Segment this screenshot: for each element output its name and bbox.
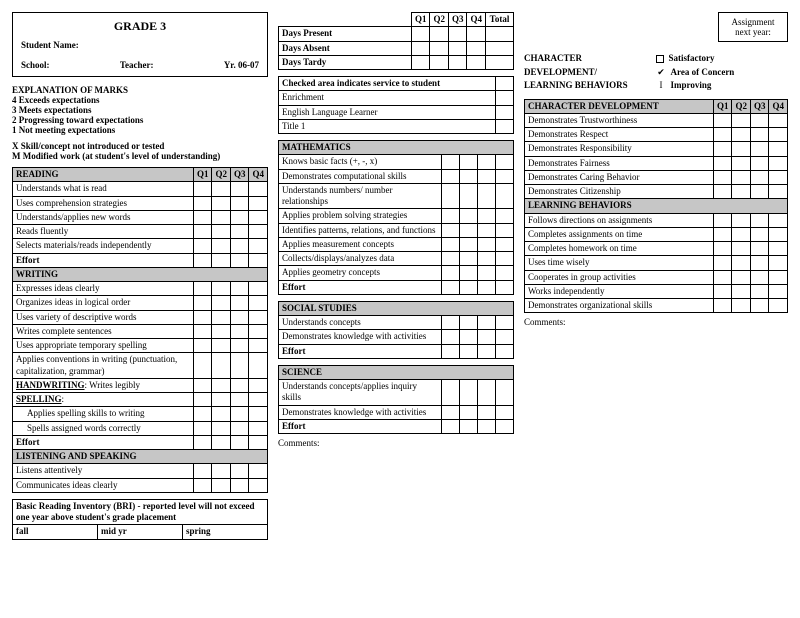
- services-table: Checked area indicates service to studen…: [278, 76, 514, 134]
- bri-table: Basic Reading Inventory (BRI) - reported…: [12, 499, 268, 540]
- math-table: MATHEMATICS Knows basic facts (+, -, x) …: [278, 140, 514, 295]
- handwriting-header: HANDWRITING: Writes legibly: [13, 378, 194, 392]
- science-header: SCIENCE: [279, 365, 514, 379]
- student-info-box: GRADE 3 Student Name: School: Teacher: Y…: [12, 12, 268, 77]
- year-label: Yr. 06-07: [224, 60, 259, 70]
- reading-header: READING: [13, 168, 194, 182]
- services-header: Checked area indicates service to studen…: [279, 77, 496, 91]
- character-heading: CHARACTER DEVELOPMENT/ LEARNING BEHAVIOR…: [524, 52, 644, 93]
- teacher-label: Teacher:: [120, 60, 154, 70]
- checkbox-icon: [656, 55, 664, 63]
- spelling-header: SPELLING:: [13, 393, 194, 407]
- col2-comments: Comments:: [278, 438, 514, 448]
- marks-explanation: EXPLANATION OF MARKS 4 Exceeds expectati…: [12, 85, 268, 161]
- math-header: MATHEMATICS: [279, 141, 514, 155]
- assignment-box: Assignment next year:: [718, 12, 788, 42]
- marks-title: EXPLANATION OF MARKS: [12, 85, 268, 95]
- student-name-label: Student Name:: [21, 40, 259, 50]
- science-table: SCIENCE Understands concepts/applies inq…: [278, 365, 514, 434]
- character-table: CHARACTER DEVELOPMENT Q1 Q2 Q3 Q4 Demons…: [524, 99, 788, 314]
- bri-title: Basic Reading Inventory (BRI) - reported…: [13, 499, 268, 525]
- col3-comments: Comments:: [524, 317, 788, 327]
- check-icon: ✔: [656, 66, 666, 80]
- ela-table: READING Q1 Q2 Q3 Q4 Understands what is …: [12, 167, 268, 493]
- grade-title: GRADE 3: [21, 19, 259, 34]
- school-label: School:: [21, 60, 50, 70]
- attendance-table: Q1 Q2 Q3 Q4 Total Days Present Days Abse…: [278, 12, 514, 70]
- i-icon: I: [656, 79, 666, 93]
- legend: Satisfactory ✔ Area of Concern I Improvi…: [656, 52, 734, 93]
- writing-header: WRITING: [13, 267, 268, 281]
- social-header: SOCIAL STUDIES: [279, 301, 514, 315]
- listening-header: LISTENING AND SPEAKING: [13, 450, 268, 464]
- chardev-header: CHARACTER DEVELOPMENT: [525, 99, 714, 113]
- learning-header: LEARNING BEHAVIORS: [525, 199, 788, 213]
- social-studies-table: SOCIAL STUDIES Understands concepts Demo…: [278, 301, 514, 359]
